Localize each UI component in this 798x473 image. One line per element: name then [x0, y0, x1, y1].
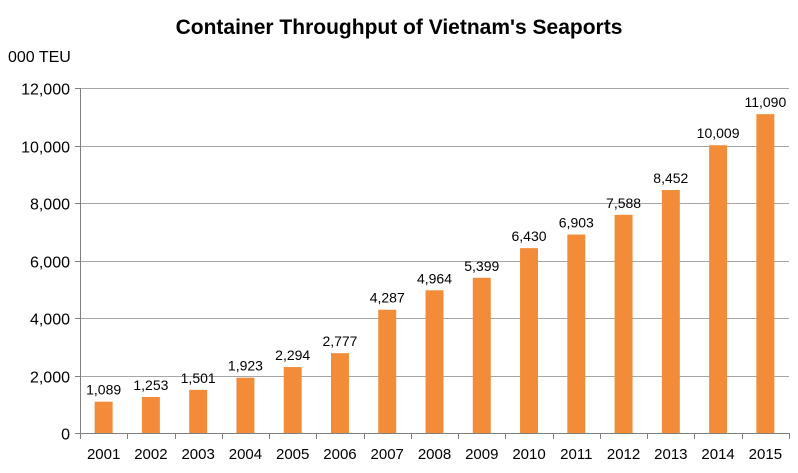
- data-labels: 1,089 1,253 1,501 1,923 2,294 2,777 4,287 4,964…: [86, 94, 786, 398]
- x-tick-label: 2003: [181, 446, 214, 463]
- data-label: 1,089: [86, 382, 121, 398]
- x-tick-label: 2008: [418, 446, 451, 463]
- x-tick-label: 2005: [276, 446, 309, 463]
- data-label: 1,923: [228, 358, 263, 374]
- bar-2005: [283, 367, 302, 433]
- data-label: 5,399: [464, 258, 499, 274]
- x-tick-label: 2014: [701, 446, 734, 463]
- x-tick-label: 2002: [134, 446, 167, 463]
- y-tick-label: 6,000: [30, 255, 70, 272]
- bar-2012: [614, 214, 633, 433]
- data-label: 1,253: [133, 377, 168, 393]
- data-label: 8,452: [653, 170, 688, 186]
- y-tick-labels: 0 2,000 4,000 6,000 8,000 10,000 12,000: [21, 82, 70, 444]
- x-tick-labels: 2001 2002 2003 2004 2005 2006 2007 2008 2009 2010…: [87, 446, 782, 463]
- y-tick-label: 12,000: [21, 82, 70, 99]
- y-tick-label: 10,000: [21, 140, 70, 157]
- bars: [94, 114, 775, 433]
- x-tick-label: 2013: [654, 446, 687, 463]
- chart-title: Container Throughput of Vietnam's Seapor…: [176, 16, 623, 39]
- bar-2006: [330, 353, 349, 433]
- data-label: 1,501: [181, 370, 216, 386]
- x-tick-label: 2001: [87, 446, 120, 463]
- x-tick-label: 2006: [323, 446, 356, 463]
- x-tick-label: 2011: [560, 446, 592, 463]
- bar-2001: [94, 401, 113, 433]
- bar-2011: [567, 234, 586, 433]
- data-label: 4,964: [417, 270, 452, 286]
- data-label: 6,430: [512, 228, 547, 244]
- x-tick-label: 2004: [229, 446, 262, 463]
- bar-2004: [236, 377, 255, 433]
- bar-2009: [472, 277, 491, 433]
- data-label: 10,009: [697, 125, 740, 141]
- y-tick-label: 8,000: [30, 197, 70, 214]
- data-label: 11,090: [744, 94, 786, 110]
- y-tick-label: 4,000: [30, 312, 70, 329]
- x-tick-label: 2009: [465, 446, 498, 463]
- data-label: 4,287: [370, 290, 405, 306]
- bar-2007: [378, 309, 397, 433]
- data-label: 7,588: [606, 195, 641, 211]
- data-label: 6,903: [559, 215, 594, 231]
- bar-2013: [661, 190, 680, 433]
- bar-2002: [141, 396, 160, 433]
- y-tick-label: 0: [61, 427, 70, 444]
- bar-2008: [425, 290, 444, 433]
- x-tick-label: 2012: [607, 446, 640, 463]
- bar-2003: [189, 389, 208, 433]
- axes: [75, 88, 790, 439]
- y-axis-unit-label: 000 TEU: [8, 49, 71, 66]
- data-label: 2,777: [322, 333, 357, 349]
- bar-2014: [709, 145, 728, 433]
- bar-2010: [520, 248, 539, 433]
- bar-2015: [756, 114, 775, 433]
- y-tick-label: 2,000: [30, 370, 70, 387]
- x-tick-label: 2010: [512, 446, 545, 463]
- data-label: 2,294: [275, 347, 310, 363]
- x-tick-label: 2007: [371, 446, 404, 463]
- x-tick-label: 2015: [749, 446, 782, 463]
